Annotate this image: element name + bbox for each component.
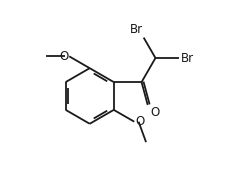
Text: O: O bbox=[135, 115, 145, 128]
Text: Br: Br bbox=[181, 52, 194, 65]
Text: O: O bbox=[150, 106, 159, 119]
Text: Br: Br bbox=[129, 23, 143, 36]
Text: O: O bbox=[59, 50, 68, 63]
